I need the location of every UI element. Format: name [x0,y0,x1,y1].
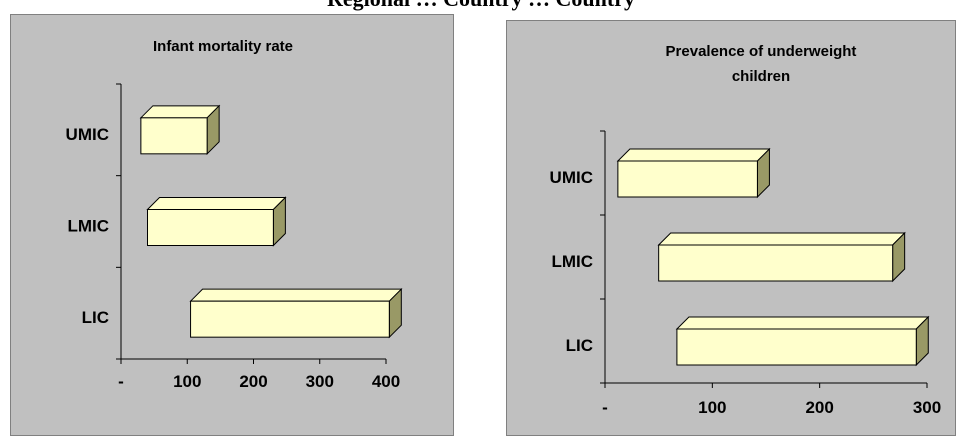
bar-front-face [190,300,390,338]
x-tick-label: 300 [306,372,334,391]
bar-top-face [139,105,221,119]
bar-front-face [658,244,894,282]
bar-umic [139,104,221,156]
bar-top-face [189,288,403,302]
x-tick-label: - [118,372,124,391]
bar-lic [189,287,403,339]
category-label: LIC [566,336,593,355]
x-tick-label: - [602,398,608,417]
chart-underweight-children: Prevalence of underweight children - 100 20… [506,20,956,436]
bar-front-face [617,160,758,198]
chart-title: Prevalence of underweight children [666,43,857,85]
chart-infant-mortality-svg: Infant mortality rate - 100 200 300 400 UMIC L… [66,38,403,391]
bar-top-face [616,148,771,162]
x-tick-label: 100 [173,372,201,391]
bar-lmic [146,196,287,247]
x-tick-label: 200 [805,398,833,417]
x-tick-label: 100 [698,398,726,417]
chart-title: Infant mortality rate [153,38,293,55]
chart-infant-mortality: Infant mortality rate - 100 200 300 400 UMIC L… [10,14,454,436]
figure-caption: Regional … Country … Country [0,0,962,12]
chart-underweight-children-svg: Prevalence of underweight children - 100 20… [550,43,942,417]
bar-lmic [657,231,906,283]
bar-top-face [146,197,287,210]
chart-title-line: children [732,68,790,85]
category-label: UMIC [550,168,593,187]
category-label: LMIC [551,252,593,271]
category-label: LIC [82,308,109,327]
x-tick-label: 300 [913,398,941,417]
bar-front-face [140,117,208,155]
chart-title-line: Prevalence of underweight [666,43,857,60]
category-label: UMIC [66,125,109,144]
bar-lic [675,315,930,367]
bar-top-face [675,316,930,330]
x-tick-label: 200 [239,372,267,391]
category-label: LMIC [67,217,109,236]
bar-umic [616,147,771,199]
bar-front-face [676,328,917,366]
bar-front-face [147,209,274,246]
x-tick-label: 400 [372,372,400,391]
bar-top-face [657,232,906,246]
